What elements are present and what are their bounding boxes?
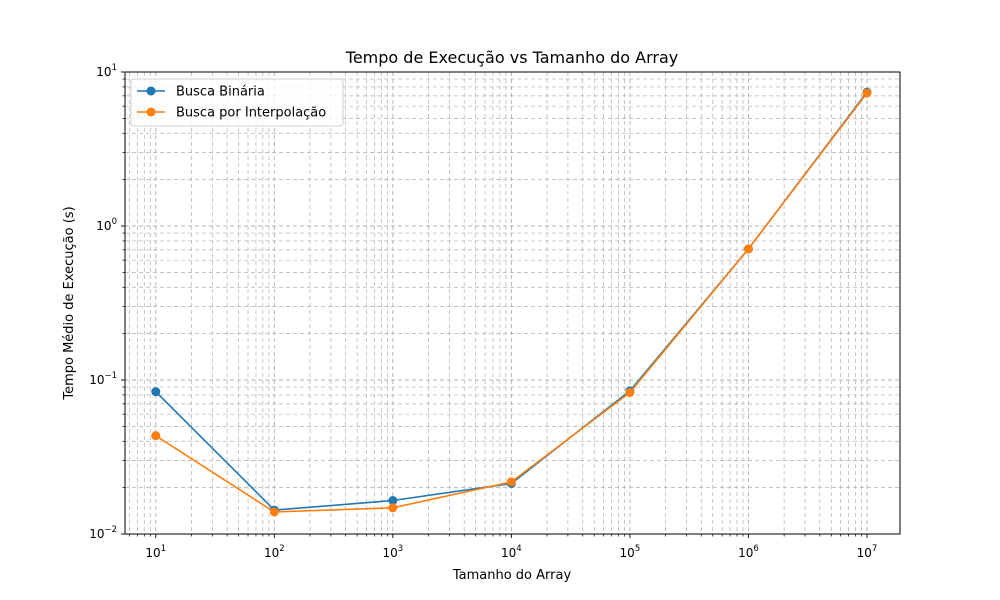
y-axis: 10−2 10−1 100 101 [89, 63, 125, 541]
y-axis-label: Tempo Médio de Execução (s) [62, 206, 77, 400]
x-tick-label: 106 [738, 544, 759, 560]
data-point-series-1 [151, 387, 161, 397]
x-axis: 101 102 103 104 105 106 107 [129, 534, 877, 560]
y-tick-label: 101 [96, 63, 117, 79]
data-point-series-2 [269, 507, 279, 517]
y-tick-label: 10−2 [89, 525, 117, 541]
y-tick-label: 100 [96, 217, 117, 233]
data-point-series-2 [388, 503, 398, 513]
data-point-series-1 [388, 496, 398, 506]
series-line-2 [155, 92, 868, 513]
x-tick-label: 102 [264, 544, 285, 560]
x-tick-label: 103 [382, 544, 403, 560]
series-layer [151, 87, 872, 517]
data-point-series-2 [743, 244, 753, 254]
legend-box [130, 78, 344, 127]
legend-label-1: Busca Binária [176, 85, 265, 100]
x-tick-label: 107 [857, 544, 878, 560]
plot-frame [124, 71, 901, 535]
x-axis-label: Tamanho do Array [452, 568, 572, 583]
series-line-1 [155, 91, 868, 511]
grid-layer [125, 71, 900, 535]
data-point-series-2 [151, 431, 161, 441]
chart-title: Tempo de Execução vs Tamanho do Array [345, 48, 678, 67]
legend: Busca Binária Busca por Interpolação [130, 78, 344, 127]
legend-marker-2 [146, 107, 156, 117]
data-point-series-2 [625, 387, 635, 397]
legend-marker-1 [146, 86, 156, 96]
x-tick-label: 105 [620, 544, 641, 560]
data-point-series-2 [862, 88, 872, 98]
data-point-series-2 [506, 477, 516, 487]
x-tick-label: 101 [145, 544, 166, 560]
legend-label-2: Busca por Interpolação [176, 106, 326, 121]
y-tick-label: 10−1 [89, 371, 117, 387]
x-tick-label: 104 [501, 544, 522, 560]
